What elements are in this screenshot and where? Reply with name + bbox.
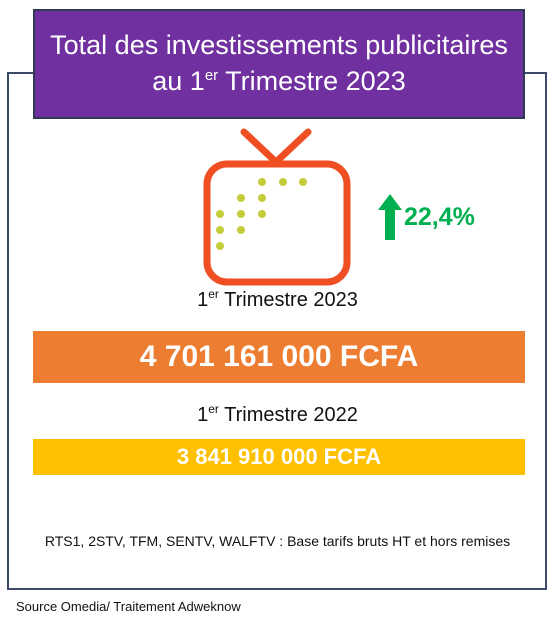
tv-icon bbox=[203, 128, 351, 286]
source-credit: Source Omedia/ Traitement Adweknow bbox=[16, 599, 241, 614]
value-label-2023: 4 701 161 000 FCFA bbox=[139, 340, 419, 373]
growth-value: 22,4% bbox=[404, 202, 475, 231]
title-banner: Total des investissements publicitaires … bbox=[33, 9, 525, 119]
value-label-2022: 3 841 910 000 FCFA bbox=[176, 444, 382, 469]
value-bar-2023: 4 701 161 000 FCFA bbox=[33, 331, 525, 383]
value-bar-2022: 3 841 910 000 FCFA bbox=[33, 439, 525, 475]
arrow-up-icon bbox=[378, 194, 402, 240]
methodology-note: RTS1, 2STV, TFM, SENTV, WALFTV : Base ta… bbox=[44, 533, 511, 549]
period-label-2023: 1er Trimestre 2023 bbox=[197, 287, 358, 311]
period-label-2022: 1er Trimestre 2022 bbox=[197, 402, 358, 426]
title-line-2: au 1er Trimestre 2023 bbox=[152, 66, 406, 96]
growth-indicator: 22,4% bbox=[378, 194, 475, 240]
title-line-1: Total des investissements publicitaires bbox=[50, 30, 508, 60]
